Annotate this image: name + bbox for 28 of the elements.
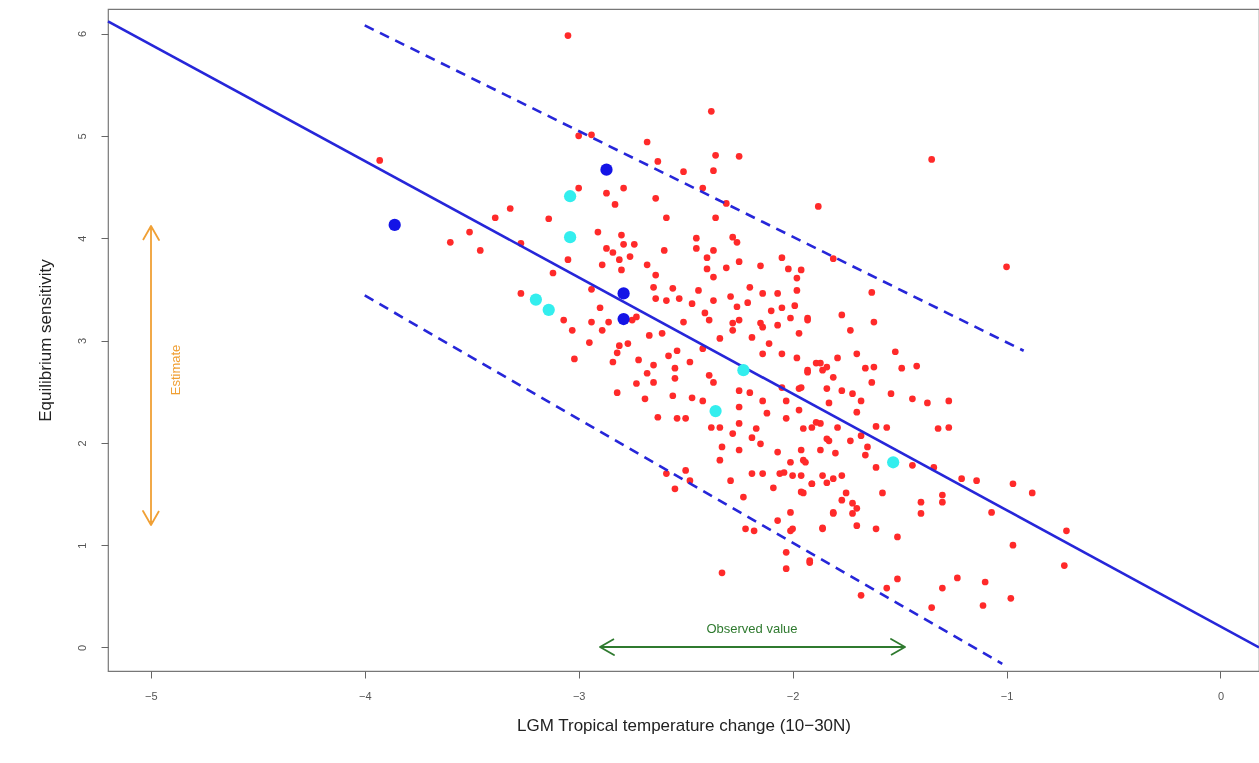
point xyxy=(887,456,900,469)
annotation: Observed value xyxy=(706,621,798,636)
y-tick-label: 3 xyxy=(75,337,88,345)
x-tick-label: −1 xyxy=(1000,689,1014,702)
x-tick-label: −2 xyxy=(786,689,800,702)
point xyxy=(617,312,630,326)
y-tick-label: 6 xyxy=(75,30,88,38)
point xyxy=(542,303,555,316)
x-tick-label: −5 xyxy=(145,689,158,702)
annotation: Estimate xyxy=(168,344,183,396)
x-tick-label: −4 xyxy=(358,689,372,702)
point xyxy=(388,218,401,231)
point xyxy=(709,405,722,418)
x-tick-label: 0 xyxy=(1217,689,1225,702)
y-tick-label: 0 xyxy=(75,644,88,652)
point xyxy=(563,190,577,203)
point xyxy=(529,293,543,306)
y-axis-title: Equilibrium sensitivity xyxy=(35,258,55,422)
point xyxy=(617,287,630,300)
x-tick-label: −3 xyxy=(572,689,586,702)
y-tick-label: 2 xyxy=(75,440,88,447)
y-tick-label: 5 xyxy=(75,133,88,140)
point xyxy=(600,163,613,176)
y-tick-label: 1 xyxy=(75,542,88,549)
point xyxy=(563,231,577,244)
point xyxy=(737,364,750,377)
y-tick-label: 4 xyxy=(75,235,88,242)
x-axis-title: LGM Tropical temperature change (10−30N) xyxy=(516,715,852,735)
